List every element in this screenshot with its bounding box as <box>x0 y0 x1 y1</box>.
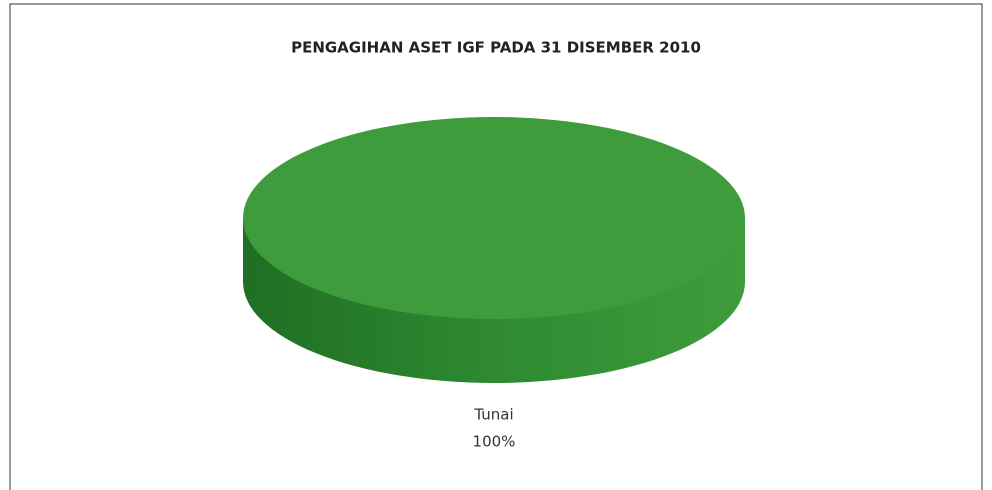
category-label: Tunai <box>473 406 513 424</box>
frame <box>9 3 983 490</box>
value-label: 100% <box>473 433 516 451</box>
chart-title: PENGAGIHAN ASET IGF PADA 31 DISEMBER 201… <box>291 39 701 57</box>
pie-slice <box>243 117 745 319</box>
